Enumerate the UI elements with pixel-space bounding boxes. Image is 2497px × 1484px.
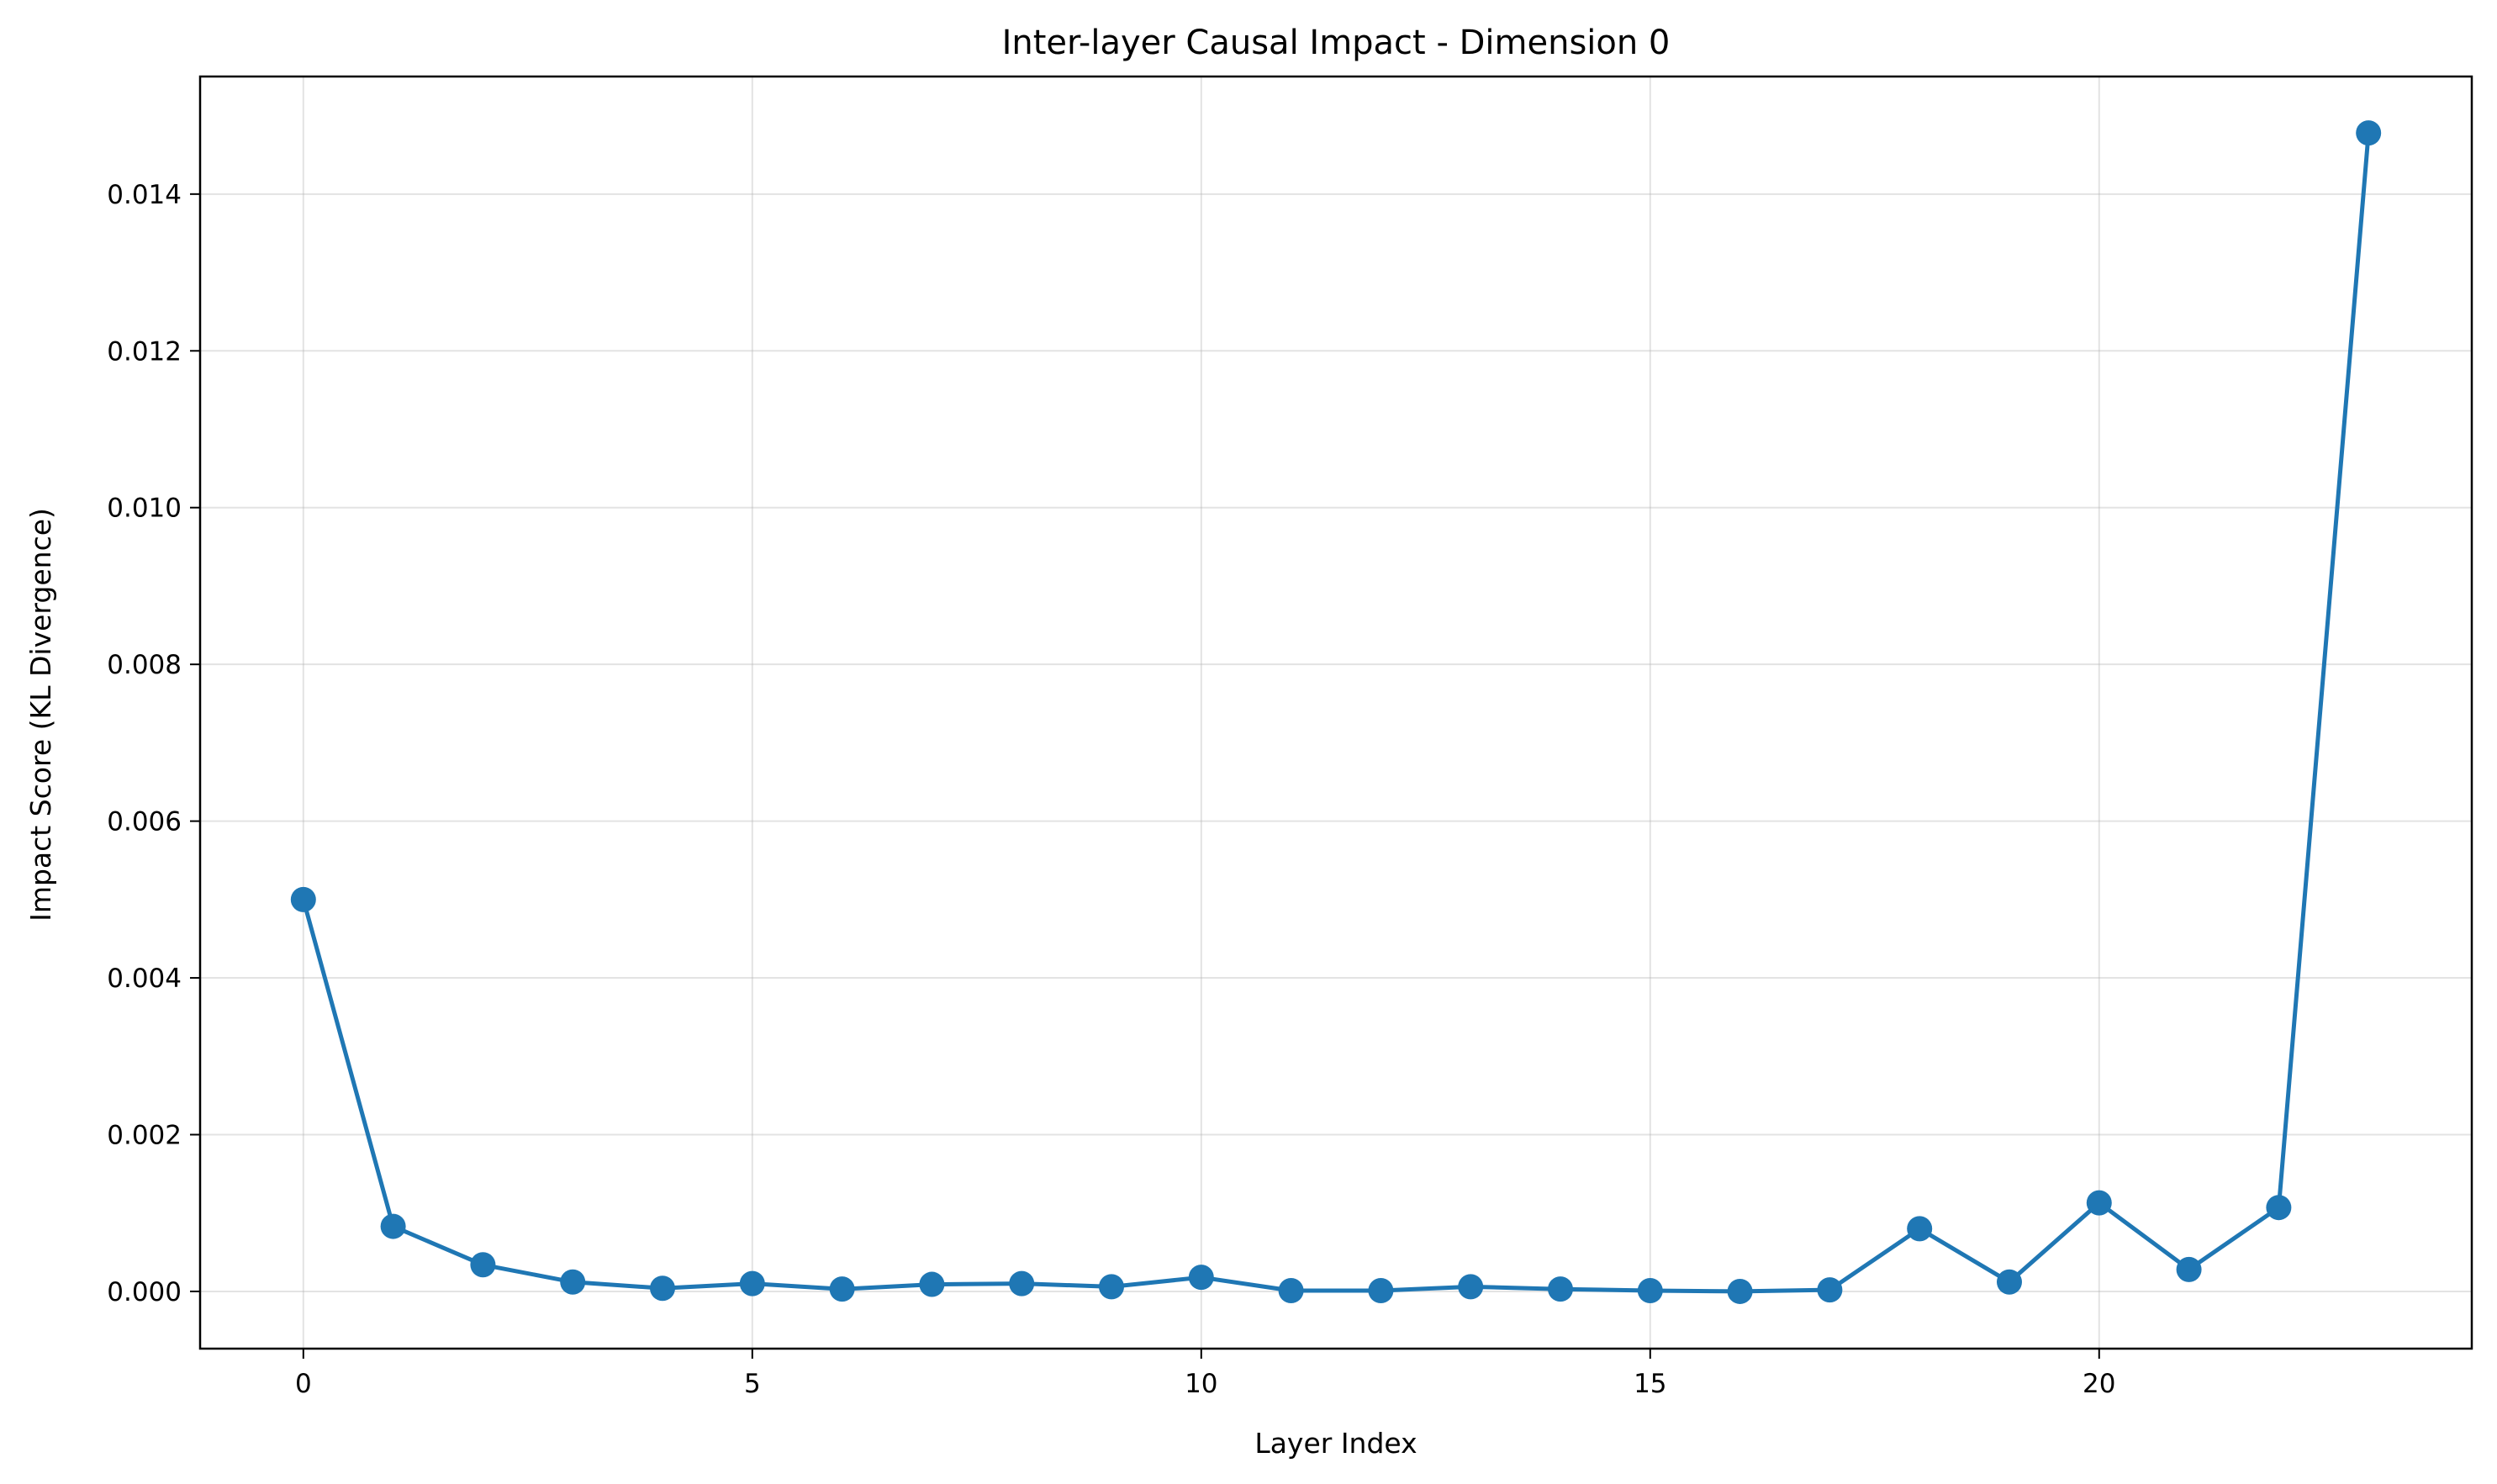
data-point [1188, 1265, 1214, 1291]
data-point [1278, 1278, 1304, 1304]
data-point [1996, 1269, 2022, 1295]
data-point [290, 886, 316, 912]
data-point [380, 1213, 406, 1239]
data-point [739, 1270, 765, 1297]
x-axis-label: Layer Index [1254, 1427, 1417, 1460]
data-series [290, 120, 2382, 1304]
x-tick-label: 15 [1634, 1369, 1666, 1399]
data-point [2086, 1190, 2112, 1216]
y-tick-label: 0.004 [107, 964, 182, 994]
y-tick-label: 0.012 [107, 336, 182, 367]
data-point [560, 1269, 586, 1295]
y-tick-label: 0.006 [107, 807, 182, 837]
y-tick-label: 0.014 [107, 180, 182, 210]
data-point [1817, 1277, 1843, 1303]
data-point [470, 1252, 496, 1278]
data-point [1368, 1278, 1394, 1304]
chart-title: Inter-layer Causal Impact - Dimension 0 [1002, 24, 1671, 62]
data-point [1009, 1270, 1035, 1297]
x-tick-label: 20 [2083, 1369, 2115, 1399]
data-point [1907, 1216, 1933, 1242]
data-point [1547, 1276, 1573, 1302]
data-point [2356, 120, 2382, 146]
data-point [829, 1276, 855, 1302]
y-tick-label: 0.002 [107, 1121, 182, 1151]
data-point [2266, 1195, 2292, 1221]
x-tick-label: 0 [295, 1369, 312, 1399]
data-point [1637, 1278, 1663, 1304]
plot-frame [198, 75, 2473, 1350]
x-axis-ticks: 0 5 10 15 20 [295, 1349, 2116, 1399]
y-tick-label: 0.010 [107, 494, 182, 524]
y-axis-label: Impact Score (KL Divergence) [24, 508, 57, 922]
data-point [1458, 1274, 1484, 1300]
y-axis-ticks: 0.000 0.002 0.004 0.006 0.008 0.010 0.012 0.014 [107, 180, 200, 1307]
x-tick-label: 5 [744, 1369, 761, 1399]
y-tick-label: 0.008 [107, 650, 182, 680]
y-tick-label: 0.000 [107, 1277, 182, 1307]
data-point [2176, 1256, 2202, 1282]
x-tick-label: 10 [1185, 1369, 1217, 1399]
data-point [1099, 1274, 1125, 1300]
series-line [301, 132, 2371, 1294]
data-point [650, 1275, 676, 1302]
data-point [919, 1271, 945, 1297]
data-point [1727, 1278, 1753, 1304]
